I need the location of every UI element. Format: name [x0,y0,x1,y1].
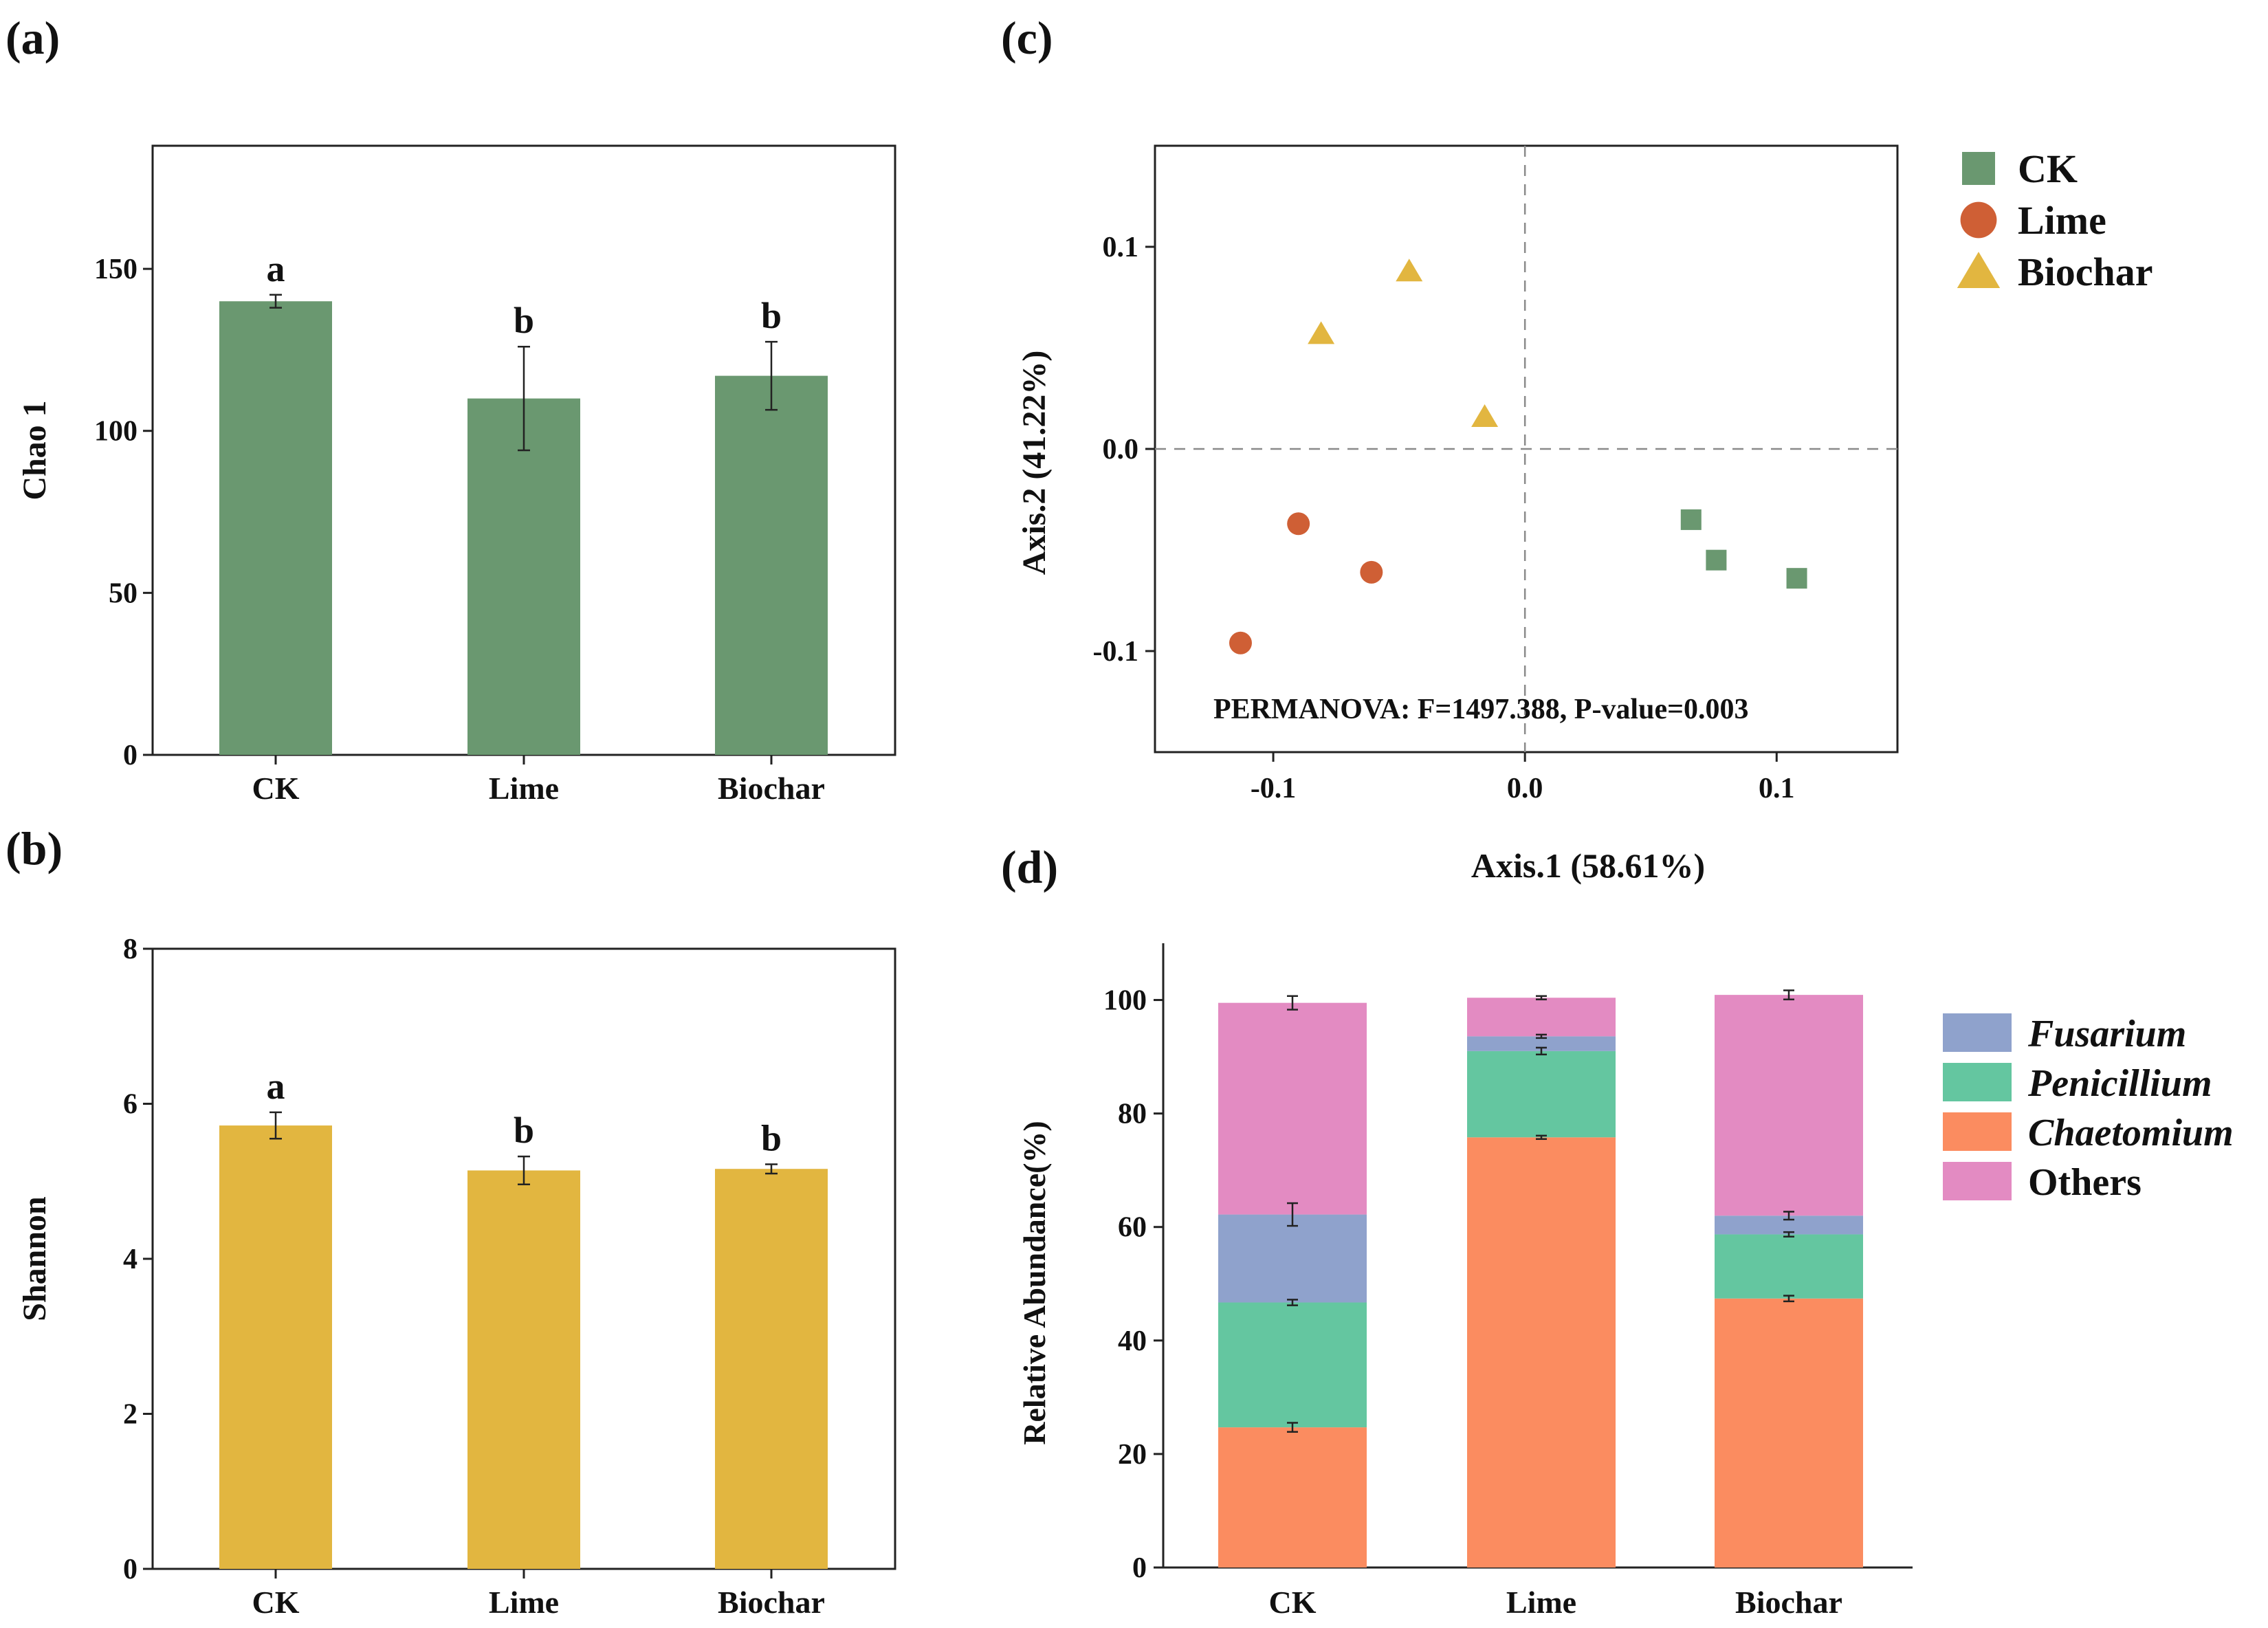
x-tick-label: CK [1269,1585,1317,1620]
y-axis-label: Chao 1 [16,400,53,500]
x-tick-label: CK [252,1585,300,1620]
y-tick-label: 4 [123,1244,137,1275]
bar-segment-biochar-others [1715,995,1863,1216]
point-biochar [1308,321,1335,344]
legend-swatch-chaetomium [1943,1112,2012,1151]
legend-label-penicillium: Penicillium [2027,1062,2212,1105]
point-ck [1786,568,1807,589]
bar-segment-lime-fusarium [1467,1036,1616,1051]
bar-segment-ck-chaetomium [1218,1427,1367,1568]
permanova-annotation: PERMANOVA: F=1497.388, P-value=0.003 [1213,694,1749,725]
significance-letter: b [761,1117,782,1158]
y-tick-label: 0 [123,1554,137,1585]
y-tick-label: 40 [1118,1326,1147,1357]
bar-segment-biochar-chaetomium [1715,1298,1863,1568]
y-tick-label: 2 [123,1399,137,1431]
point-ck [1680,509,1702,530]
bar-segment-ck-penicillium [1218,1302,1367,1428]
legend-label-lime: Lime [2018,198,2106,243]
significance-letter: a [267,1066,285,1107]
significance-letter: a [267,248,285,289]
y-tick-label: 0 [1132,1552,1147,1584]
y-tick-label: 0.0 [1103,434,1139,465]
point-ck [1706,549,1727,571]
legend-marker-lime [1960,201,1997,239]
y-tick-label: 20 [1118,1439,1147,1471]
shannon-chart: 0 2 4 6 8 a CK b Lime b Biochar Shannon [16,934,896,1620]
legend-label-ck: CK [2018,146,2078,191]
y-axis-label: Shannon [16,1196,53,1321]
panel-label-d: (d) [1001,841,1058,893]
panel-label-c: (c) [1001,12,1053,64]
x-tick-label: Lime [489,1585,559,1620]
x-tick-label: -0.1 [1251,773,1297,804]
legend-marker-ck [1962,152,1995,185]
y-tick-label: 100 [94,416,137,448]
y-tick-label: 80 [1118,1099,1147,1130]
bar-segment-lime-others [1467,998,1616,1037]
x-tick-label: CK [252,771,300,806]
bar-segment-biochar-penicillium [1715,1234,1863,1299]
bar-ck [219,301,332,755]
point-lime [1360,560,1383,584]
legend-label-chaetomium: Chaetomium [2028,1112,2234,1154]
relative-abundance-chart: 0 20 40 60 80 100 CK Lime Biochar Relative Abunda… [1017,943,2234,1620]
bar-lime [467,398,580,755]
bar-segment-lime-chaetomium [1467,1137,1616,1568]
legend-label-fusarium: Fusarium [2027,1013,2186,1055]
y-tick-label: 0.1 [1103,232,1139,263]
point-lime [1229,631,1252,654]
x-tick-label: 0.1 [1759,773,1795,804]
y-tick-label: 60 [1118,1212,1147,1244]
legend-swatch-penicillium [1943,1063,2012,1101]
y-axis-label: Axis.2 (41.22%) [1016,351,1053,575]
x-tick-label: 0.0 [1507,773,1543,804]
point-lime [1287,512,1310,536]
panel-label-a: (a) [5,12,60,64]
significance-letter: b [514,300,534,341]
y-tick-label: 6 [123,1089,137,1121]
legend-swatch-others [1943,1162,2012,1200]
bar-segment-ck-others [1218,1002,1367,1215]
panel-label-b: (b) [5,822,63,874]
legend-marker-biochar [1957,252,2001,288]
pcoa-chart: -0.1 0.0 0.1 -0.1 0.0 0.1 PERMANOVA: F=1497.38… [1016,144,2153,885]
x-tick-label: Biochar [1735,1585,1842,1620]
x-tick-label: Biochar [718,1585,825,1620]
y-tick-label: 150 [94,254,137,285]
y-tick-label: 50 [109,578,137,609]
x-tick-label: Lime [1506,1585,1576,1620]
significance-letter: b [514,1110,534,1151]
point-biochar [1396,258,1423,282]
chao1-chart: 0 50 100 150 a CK b Lime b Biochar Chao 1 [16,144,896,806]
bar-biochar [715,1169,828,1569]
point-biochar [1471,404,1499,427]
y-tick-label: 0 [123,740,137,771]
legend-swatch-fusarium [1943,1013,2012,1052]
y-tick-label: 8 [123,934,137,965]
y-axis-label: Relative Abundance(%) [1017,1121,1052,1445]
bar-segment-lime-penicillium [1467,1050,1616,1138]
bar-ck [219,1125,332,1569]
bar-segment-ck-fusarium [1218,1214,1367,1303]
legend-label-biochar: Biochar [2018,250,2153,294]
bar-biochar [715,375,828,755]
bar-lime [467,1170,580,1569]
significance-letter: b [761,295,782,336]
x-tick-label: Biochar [718,771,825,806]
y-tick-label: 100 [1103,985,1147,1017]
x-axis-label: Axis.1 (58.61%) [1471,846,1705,885]
legend-label-others: Others [2028,1161,2142,1204]
y-tick-label: -0.1 [1093,636,1139,668]
x-tick-label: Lime [489,771,559,806]
